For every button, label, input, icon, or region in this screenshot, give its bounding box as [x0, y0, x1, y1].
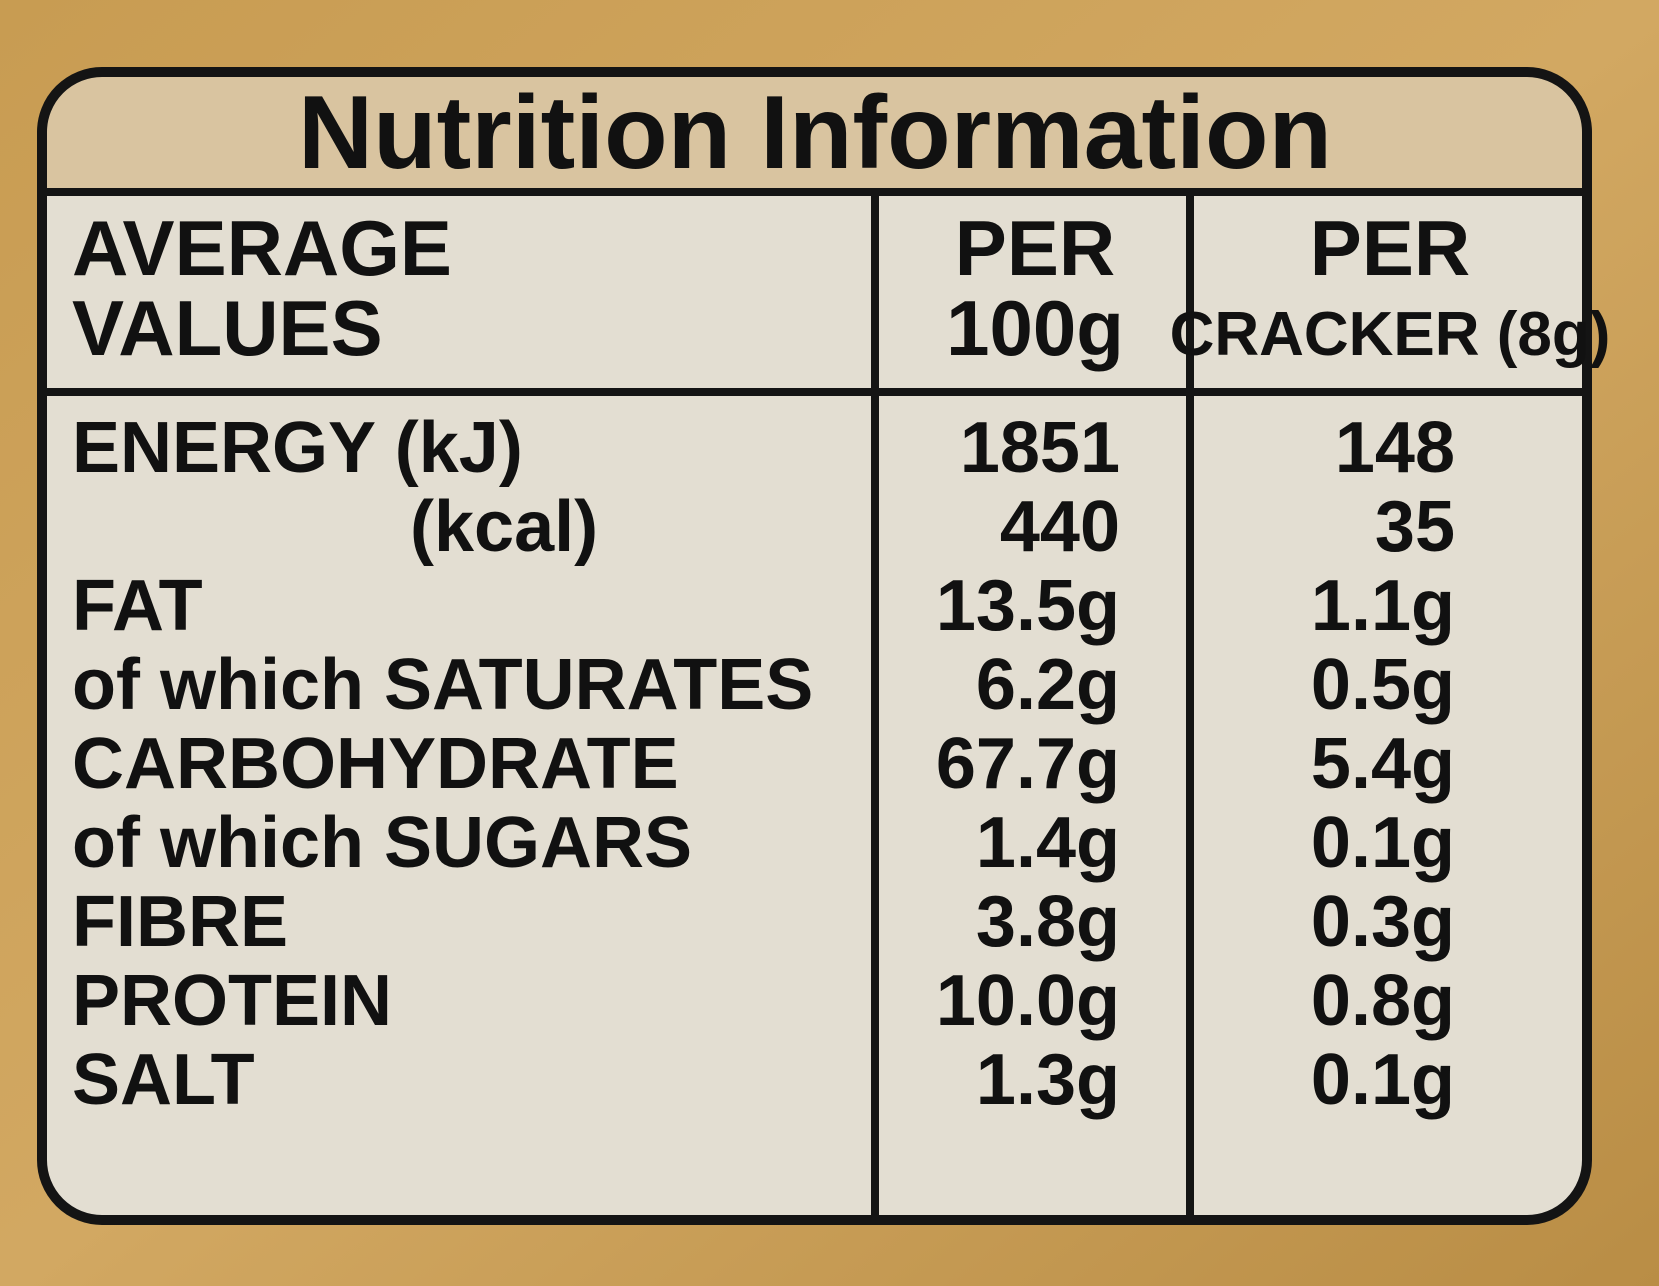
row-value: 0.1g: [1311, 1040, 1455, 1120]
row-label: of which SUGARS: [72, 803, 692, 883]
header-cell: 100g: [946, 284, 1124, 372]
row-value: 0.3g: [1311, 882, 1455, 962]
header-cell: AVERAGE: [72, 204, 452, 292]
row-value: 0.8g: [1311, 961, 1455, 1041]
row-label: of which SATURATES: [72, 645, 813, 725]
row-value: 1851: [960, 408, 1120, 488]
row-value: 5.4g: [1311, 724, 1455, 804]
row-value: 1.3g: [976, 1040, 1120, 1120]
row-label: SALT: [72, 1040, 255, 1120]
title: Nutrition Information: [298, 75, 1332, 191]
row-value: 440: [1000, 487, 1120, 567]
row-value: 6.2g: [976, 645, 1120, 725]
row-label: PROTEIN: [72, 961, 392, 1041]
row-label: (kcal): [410, 487, 598, 567]
header-cell: CRACKER (8g): [1170, 300, 1611, 369]
row-value: 13.5g: [936, 566, 1120, 646]
row-value: 35: [1375, 487, 1455, 567]
row-value: 3.8g: [976, 882, 1120, 962]
panel-border: [37, 67, 1592, 1225]
row-label: ENERGY (kJ): [72, 408, 523, 488]
row-value: 10.0g: [936, 961, 1120, 1041]
row-value: 148: [1335, 408, 1455, 488]
header-cell: PER: [955, 204, 1115, 292]
row-value: 0.5g: [1311, 645, 1455, 725]
title-band: [42, 72, 1587, 190]
row-value: 67.7g: [936, 724, 1120, 804]
row-label: CARBOHYDRATE: [72, 724, 679, 804]
table-bg: [42, 72, 1587, 1220]
row-value: 1.1g: [1311, 566, 1455, 646]
row-label: FAT: [72, 566, 203, 646]
row-value: 0.1g: [1311, 803, 1455, 883]
header-cell: PER: [1310, 204, 1470, 292]
row-label: FIBRE: [72, 882, 288, 962]
header-cell: VALUES: [72, 284, 383, 372]
row-value: 1.4g: [976, 803, 1120, 883]
panel: [42, 72, 1587, 1220]
